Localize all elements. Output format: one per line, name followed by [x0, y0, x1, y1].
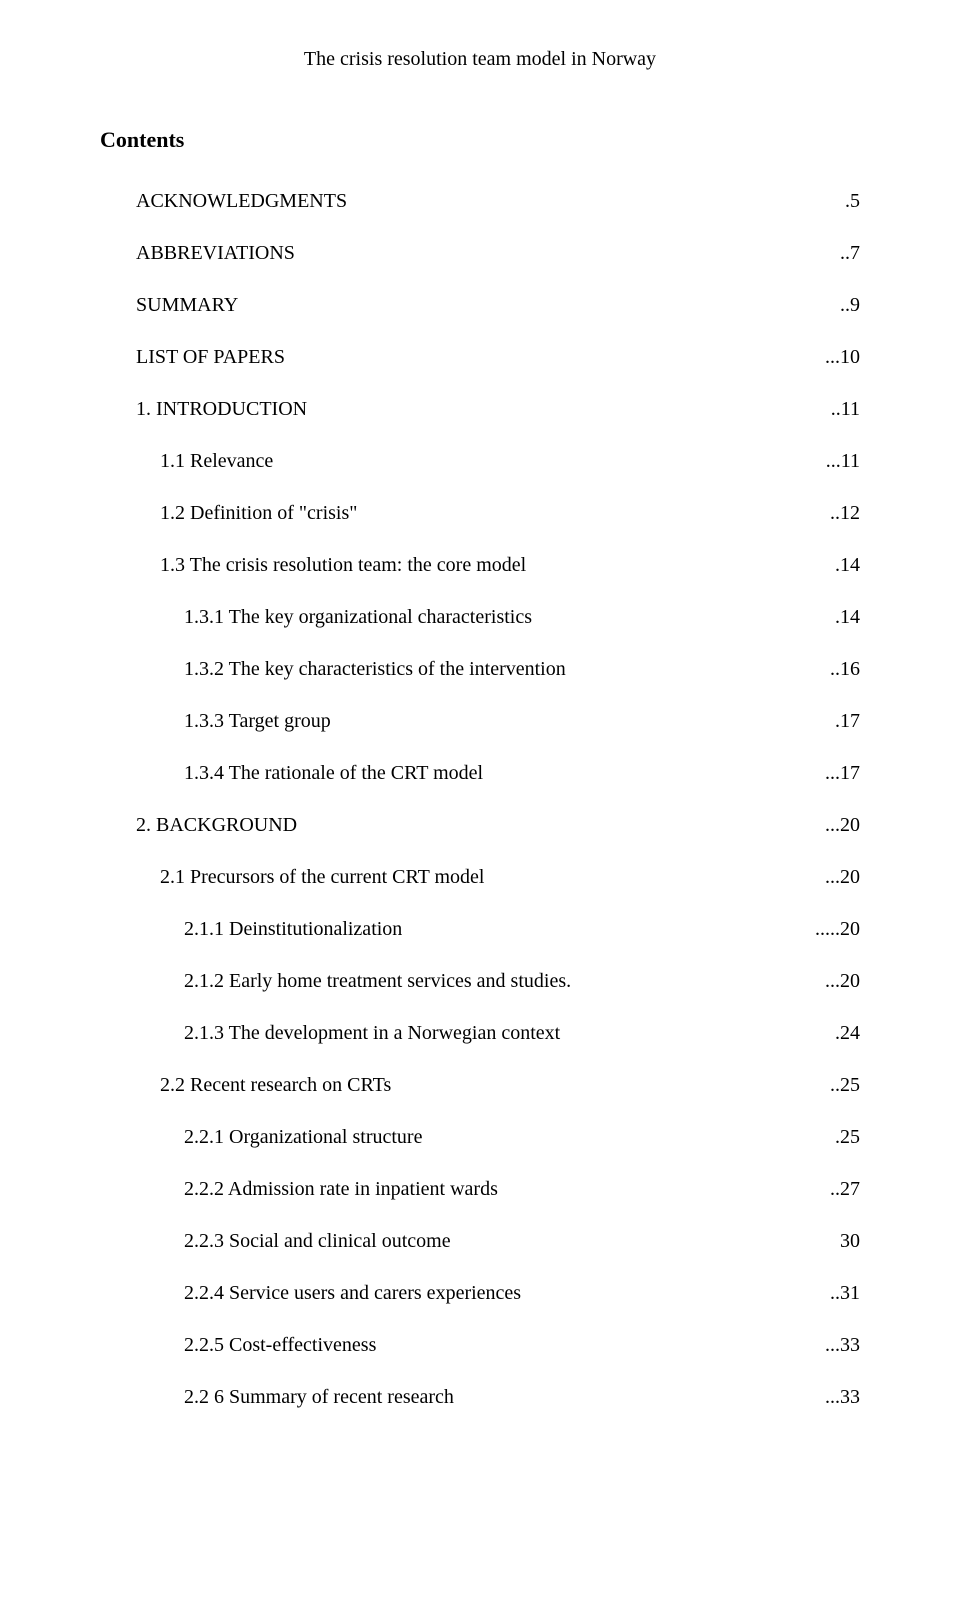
toc-page-number: .14	[835, 605, 860, 629]
toc-entry: ABBREVIATIONS ..7	[136, 241, 860, 265]
toc-label: 1.3.1 The key organizational characteris…	[184, 605, 532, 629]
toc-entry: 2.2 6 Summary of recent research ...33	[184, 1385, 860, 1409]
toc-page-number: ..25	[830, 1073, 860, 1097]
toc-page-number: .24	[835, 1021, 860, 1045]
toc-label: SUMMARY	[136, 293, 238, 317]
toc-label: 2.2.2 Admission rate in inpatient wards	[184, 1177, 498, 1201]
toc-page-number: ...33	[825, 1333, 860, 1357]
toc-page-number: ..27	[830, 1177, 860, 1201]
toc-entry: 2.1.3 The development in a Norwegian con…	[184, 1021, 860, 1045]
toc-entry: 2.2.3 Social and clinical outcome 30	[184, 1229, 860, 1253]
toc-label: 2.2.1 Organizational structure	[184, 1125, 422, 1149]
toc-label: 1.2 Definition of "crisis"	[160, 501, 357, 525]
toc-entry: 2.2.2 Admission rate in inpatient wards.…	[184, 1177, 860, 1201]
toc-label: ACKNOWLEDGMENTS	[136, 189, 347, 213]
toc-entry: ACKNOWLEDGMENTS .5	[136, 189, 860, 213]
toc-entry: 2. BACKGROUND ...20	[136, 813, 860, 837]
toc-label: 1.3.2 The key characteristics of the int…	[184, 657, 566, 681]
toc-entry: 2.2 Recent research on CRTs ..25	[160, 1073, 860, 1097]
toc-label: 2.2.3 Social and clinical outcome	[184, 1229, 451, 1253]
toc-entry: 1.3.1 The key organizational characteris…	[184, 605, 860, 629]
toc-page-number: 30	[840, 1229, 860, 1253]
toc-page-number: ...17	[825, 761, 860, 785]
toc-entry: 1.3.3 Target group .17	[184, 709, 860, 733]
toc-entry: 2.2.5 Cost-effectiveness ...33	[184, 1333, 860, 1357]
toc-entry: 2.1 Precursors of the current CRT model.…	[160, 865, 860, 889]
toc-label: 1.3.3 Target group	[184, 709, 331, 733]
toc-entry: 2.2.1 Organizational structure .25	[184, 1125, 860, 1149]
toc-page-number: .25	[835, 1125, 860, 1149]
toc-label: 2.1.1 Deinstitutionalization	[184, 917, 402, 941]
table-of-contents: ACKNOWLEDGMENTS .5 ABBREVIATIONS ..7 SUMMAR…	[136, 189, 860, 1409]
toc-page-number: .14	[835, 553, 860, 577]
toc-page-number: ...20	[825, 865, 860, 889]
toc-label: 2. BACKGROUND	[136, 813, 297, 837]
toc-label: 1.3 The crisis resolution team: the core…	[160, 553, 526, 577]
toc-page-number: .5	[845, 189, 860, 213]
toc-label: 1. INTRODUCTION	[136, 397, 307, 421]
toc-page-number: ..31	[830, 1281, 860, 1305]
toc-entry: 1.3.4 The rationale of the CRT model ...1…	[184, 761, 860, 785]
toc-entry: 1.3 The crisis resolution team: the core…	[160, 553, 860, 577]
toc-entry: 1.3.2 The key characteristics of the int…	[184, 657, 860, 681]
toc-page-number: ..12	[830, 501, 860, 525]
toc-label: 2.2.5 Cost-effectiveness	[184, 1333, 376, 1357]
toc-page-number: ...20	[825, 969, 860, 993]
toc-entry: 2.1.1 Deinstitutionalization .....20	[184, 917, 860, 941]
running-head: The crisis resolution team model in Norw…	[100, 48, 860, 71]
toc-page-number: .....20	[815, 917, 860, 941]
toc-label: 1.1 Relevance	[160, 449, 273, 473]
document-page: The crisis resolution team model in Norw…	[0, 0, 960, 1603]
toc-page-number: ..16	[830, 657, 860, 681]
toc-entry: 1.1 Relevance ...11	[160, 449, 860, 473]
toc-entry: 2.2.4 Service users and carers experienc…	[184, 1281, 860, 1305]
toc-page-number: ...11	[826, 449, 860, 473]
toc-entry: 2.1.2 Early home treatment services and …	[184, 969, 860, 993]
toc-label: 2.2.4 Service users and carers experienc…	[184, 1281, 521, 1305]
toc-label: LIST OF PAPERS	[136, 345, 285, 369]
toc-page-number: ...20	[825, 813, 860, 837]
toc-page-number: ..7	[840, 241, 860, 265]
toc-entry: 1. INTRODUCTION ..11	[136, 397, 860, 421]
toc-label: 2.1.2 Early home treatment services and …	[184, 969, 571, 993]
toc-page-number: ..11	[831, 397, 860, 421]
toc-entry: SUMMARY ..9	[136, 293, 860, 317]
toc-label: 2.1 Precursors of the current CRT model	[160, 865, 484, 889]
toc-entry: LIST OF PAPERS ...10	[136, 345, 860, 369]
toc-label: 2.2 6 Summary of recent research	[184, 1385, 454, 1409]
toc-label: 2.2 Recent research on CRTs	[160, 1073, 391, 1097]
toc-page-number: ...33	[825, 1385, 860, 1409]
toc-label: ABBREVIATIONS	[136, 241, 295, 265]
toc-page-number: ..9	[840, 293, 860, 317]
toc-label: 2.1.3 The development in a Norwegian con…	[184, 1021, 560, 1045]
toc-entry: 1.2 Definition of "crisis" ..12	[160, 501, 860, 525]
toc-label: 1.3.4 The rationale of the CRT model	[184, 761, 483, 785]
toc-page-number: ...10	[825, 345, 860, 369]
contents-heading: Contents	[100, 127, 860, 153]
toc-page-number: .17	[835, 709, 860, 733]
